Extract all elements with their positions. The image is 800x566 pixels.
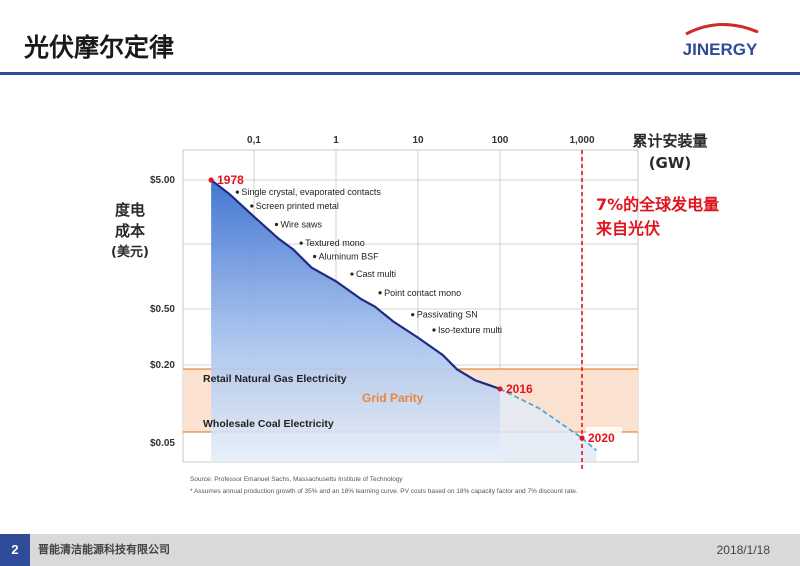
slide-date: 2018/1/18 xyxy=(716,543,770,557)
annotation-label: Textured mono xyxy=(305,238,365,248)
annotation-bullet xyxy=(411,313,415,317)
y-axis-label-line2: 成本 xyxy=(114,222,145,240)
chart-source-note: Source: Professor Emanuel Sachs, Massach… xyxy=(190,476,403,483)
callout-line1: 7%的全球发电量 xyxy=(596,195,720,214)
y-axis-label: 度电 成本 (美元) xyxy=(100,200,160,263)
x-tick-label: 1,000 xyxy=(569,135,594,146)
milestone-dot xyxy=(497,386,503,392)
x-tick-label: 0,1 xyxy=(247,135,261,146)
annotation-bullet xyxy=(250,204,254,208)
annotation-label: Wire saws xyxy=(280,220,322,230)
y-tick-label: $5.00 xyxy=(150,175,175,186)
milestone-dot xyxy=(579,435,585,441)
y-tick-label: $0.20 xyxy=(150,360,175,371)
company-name: 晋能清洁能源科技有限公司 xyxy=(38,543,170,556)
annotation-label: Screen printed metal xyxy=(256,201,339,211)
annotation-bullet xyxy=(350,272,354,276)
milestone-label: 1978 xyxy=(217,173,244,187)
annotation-bullet xyxy=(378,291,382,295)
milestone-label: 2016 xyxy=(506,382,533,396)
x-axis-label-line1: 累计安装量 xyxy=(632,132,708,150)
slide-title: 光伏摩尔定律 xyxy=(24,33,175,62)
band-label-retail-gas: Retail Natural Gas Electricity xyxy=(203,373,347,385)
title-rule xyxy=(0,72,800,75)
cost-curve xyxy=(210,179,501,390)
milestone-label: 2020 xyxy=(588,431,615,445)
x-axis-label: 累计安装量 (GW) xyxy=(600,130,740,174)
cost-area xyxy=(211,180,500,462)
page-number: 2 xyxy=(0,534,30,566)
annotation-bullet xyxy=(299,241,303,245)
chart-footnote: * Assumes annual production growth of 35… xyxy=(190,488,578,495)
annotation-label: Passivating SN xyxy=(417,310,478,320)
y-axis-label-line1: 度电 xyxy=(114,201,145,219)
annotation-label: Single crystal, evaporated contacts xyxy=(241,187,381,197)
annotation-label: Iso-texture multi xyxy=(438,325,502,335)
callout-line2: 来自光伏 xyxy=(596,219,661,238)
annotation-label: Aluminum BSF xyxy=(319,251,380,261)
x-tick-label: 100 xyxy=(492,135,509,146)
grid-parity-label: Grid Parity xyxy=(362,391,424,405)
callout-text: 7%的全球发电量 来自光伏 xyxy=(596,193,746,241)
x-tick-label: 1 xyxy=(333,135,339,146)
projection-area xyxy=(500,388,597,462)
annotation-label: Cast multi xyxy=(356,269,396,279)
moore-law-chart: Retail Natural Gas Electricity Wholesale … xyxy=(150,135,639,495)
milestone-label-bg xyxy=(586,427,622,442)
annotation-label: Point contact mono xyxy=(384,288,461,298)
y-tick-label: $0.05 xyxy=(150,438,175,449)
jinergy-logo: JINERGY xyxy=(683,22,759,59)
x-tick-label: 10 xyxy=(412,135,424,146)
annotation-bullet xyxy=(313,254,317,259)
annotation-bullet xyxy=(235,190,239,194)
projection-curve xyxy=(499,388,598,452)
annotation-bullet xyxy=(432,328,436,332)
annotation-bullet xyxy=(274,222,279,227)
footer-bar: 2 晋能清洁能源科技有限公司 2018/1/18 xyxy=(0,534,800,566)
logo-text: JINERGY xyxy=(683,40,758,59)
y-tick-label: $0.50 xyxy=(150,304,175,315)
band-label-wholesale-coal: Wholesale Coal Electricity xyxy=(203,418,334,430)
x-axis-unit: (GW) xyxy=(648,154,692,172)
y-axis-unit: (美元) xyxy=(111,245,149,260)
milestone-dot xyxy=(208,177,214,183)
